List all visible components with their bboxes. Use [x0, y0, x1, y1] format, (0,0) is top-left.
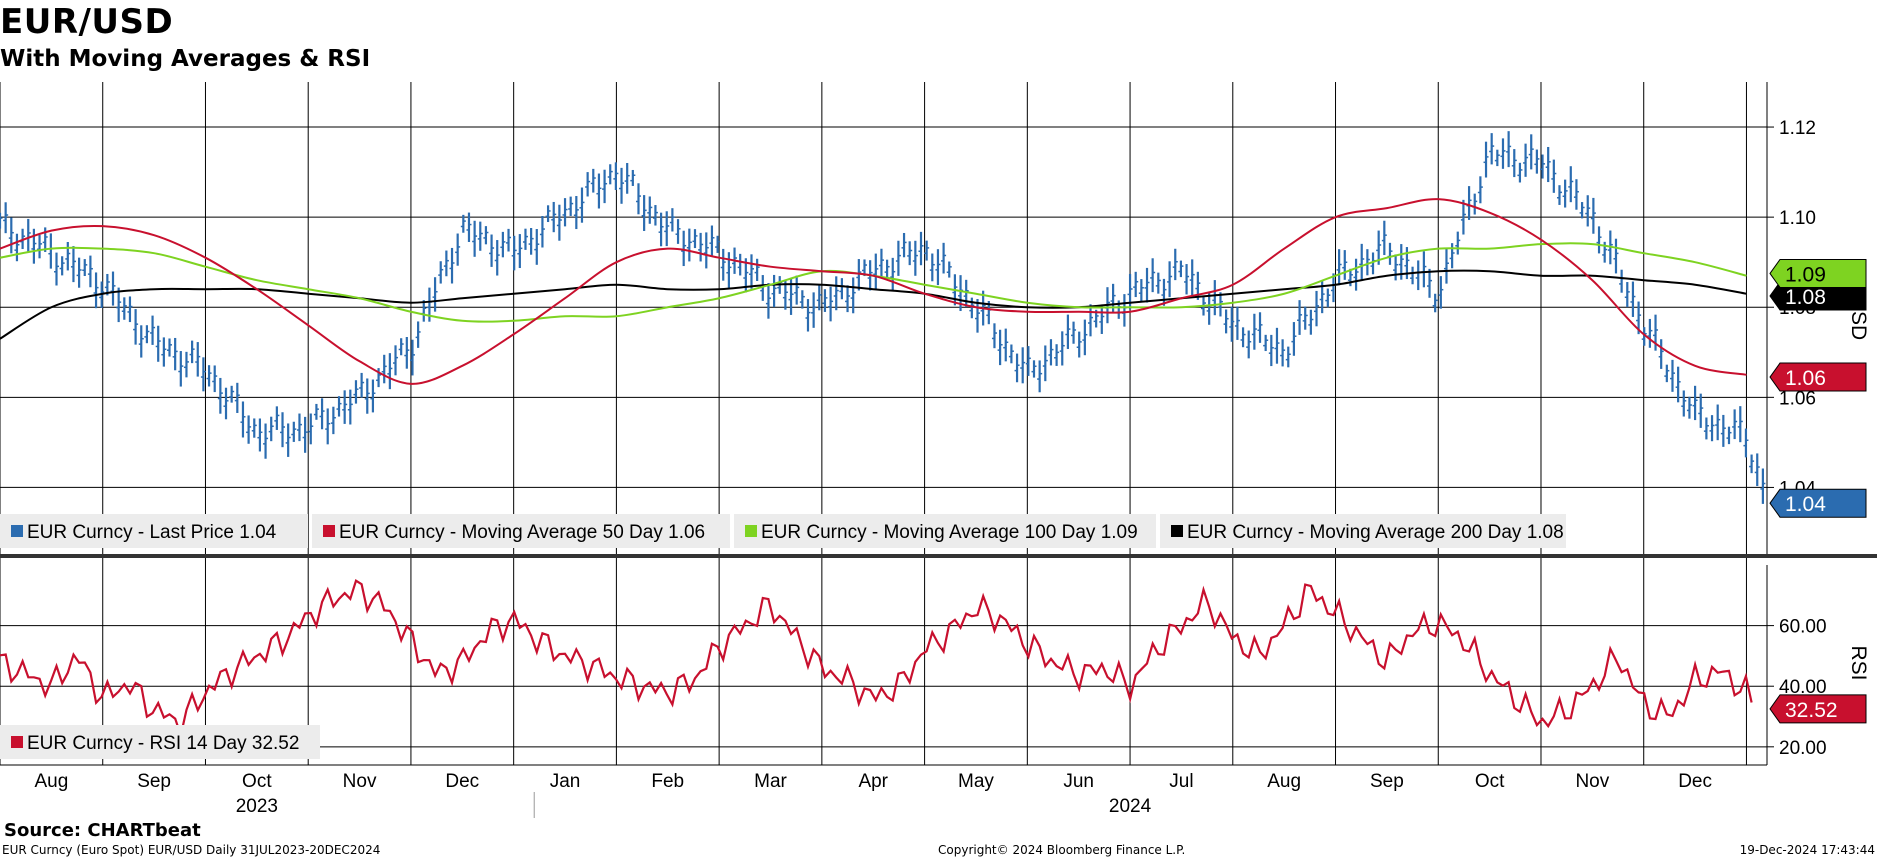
- rsi-tick-label: 20.00: [1779, 738, 1827, 759]
- legend-entry-bg: [0, 514, 308, 548]
- value-tag-label: 1.09: [1785, 263, 1826, 286]
- rsi-tick-label: 60.00: [1779, 617, 1827, 638]
- x-tick-label: Nov: [343, 771, 377, 792]
- chart-title: EUR/USD: [0, 2, 174, 42]
- legend-entry-bg: [312, 514, 730, 548]
- x-tick-label: Oct: [1475, 771, 1505, 792]
- x-tick-label: Jul: [1169, 771, 1193, 792]
- panel-separator: [0, 554, 1877, 558]
- x-tick-label: Nov: [1575, 771, 1609, 792]
- x-tick-label: Sep: [137, 771, 171, 792]
- price-series: [0, 131, 1766, 504]
- x-tick-label: Aug: [34, 771, 68, 792]
- rsi-legend: EUR Curncy - RSI 14 Day 32.52: [0, 725, 320, 759]
- legend-entry-bg: [734, 514, 1156, 548]
- legend-swatch: [323, 525, 335, 537]
- value-tag-label: 1.06: [1785, 367, 1826, 390]
- ma200-value-tag: 1.08: [1769, 281, 1867, 311]
- price-tick-label: 1.06: [1779, 388, 1816, 409]
- x-tick-label: Oct: [242, 771, 272, 792]
- price-tick-label: 1.10: [1779, 208, 1816, 229]
- source-label: Source: CHARTbeat: [4, 820, 201, 841]
- x-tick-label: Sep: [1370, 771, 1404, 792]
- x-year-label: 2023: [236, 796, 278, 817]
- x-tick-label: Apr: [858, 771, 888, 792]
- x-axis: Aug Sep Oct Nov Dec Jan Feb Mar Apr May Jun Jul Aug S…: [0, 764, 1767, 818]
- value-tag-label: 1.08: [1785, 286, 1826, 309]
- rsi-axis-title: RSI: [1847, 645, 1870, 680]
- value-tag-bg: [1769, 362, 1867, 392]
- footer-copyright: Copyright© 2024 Bloomberg Finance L.P.: [938, 843, 1186, 857]
- ma50-line: [0, 198, 1747, 385]
- x-tick-label: Feb: [651, 771, 684, 792]
- x-tick-label: May: [958, 771, 994, 792]
- ma100-line: [0, 242, 1747, 323]
- legend-label: EUR Curncy - Moving Average 50 Day 1.06: [339, 522, 705, 543]
- legend-label: EUR Curncy - Moving Average 200 Day 1.08: [1187, 522, 1564, 543]
- chart-subtitle: With Moving Averages & RSI: [0, 46, 371, 72]
- legend-label: EUR Curncy - Last Price 1.04: [27, 522, 277, 543]
- legend-entry-bg: [1160, 514, 1566, 548]
- ma50-value-tag: 1.06: [1769, 362, 1867, 392]
- value-tag-label: 32.52: [1785, 699, 1838, 722]
- value-tag-bg: [1769, 258, 1867, 288]
- price-tick-label: 1.12: [1779, 118, 1816, 139]
- x-tick-label: Dec: [1678, 771, 1712, 792]
- x-tick-label: Jun: [1063, 771, 1094, 792]
- x-tick-label: Aug: [1267, 771, 1301, 792]
- legend-entry-bg: [0, 725, 320, 759]
- ma200-line: [0, 269, 1747, 340]
- x-year-label: 2024: [1109, 796, 1152, 817]
- ma100-value-tag: 1.09: [1769, 258, 1867, 288]
- price-legend: EUR Curncy - Last Price 1.04 EUR Curncy -…: [0, 514, 1566, 548]
- legend-swatch: [745, 525, 757, 537]
- legend-label: EUR Curncy - Moving Average 100 Day 1.09: [761, 522, 1138, 543]
- legend-swatch: [11, 525, 23, 537]
- footer-timestamp: 19-Dec-2024 17:43:44: [1739, 843, 1875, 857]
- value-tag-label: 1.04: [1785, 493, 1826, 516]
- rsi-line: [0, 579, 1753, 740]
- footer-left: EUR Curncy (Euro Spot) EUR/USD Daily 31J…: [2, 843, 381, 857]
- value-tag-bg: [1769, 694, 1867, 724]
- x-tick-label: Jan: [550, 771, 581, 792]
- x-tick-label: Dec: [445, 771, 479, 792]
- last-price-value-tag: 1.04: [1769, 488, 1867, 518]
- legend-swatch: [1171, 525, 1183, 537]
- rsi-tick-label: 40.00: [1779, 677, 1827, 698]
- legend-swatch: [11, 736, 23, 748]
- x-tick-label: Mar: [754, 771, 787, 792]
- price-y-axis: 1.041.061.081.101.12: [0, 118, 1816, 499]
- legend-label: EUR Curncy - RSI 14 Day 32.52: [27, 733, 299, 754]
- value-tag-bg: [1769, 488, 1867, 518]
- rsi-value-tag: 32.52: [1769, 694, 1867, 724]
